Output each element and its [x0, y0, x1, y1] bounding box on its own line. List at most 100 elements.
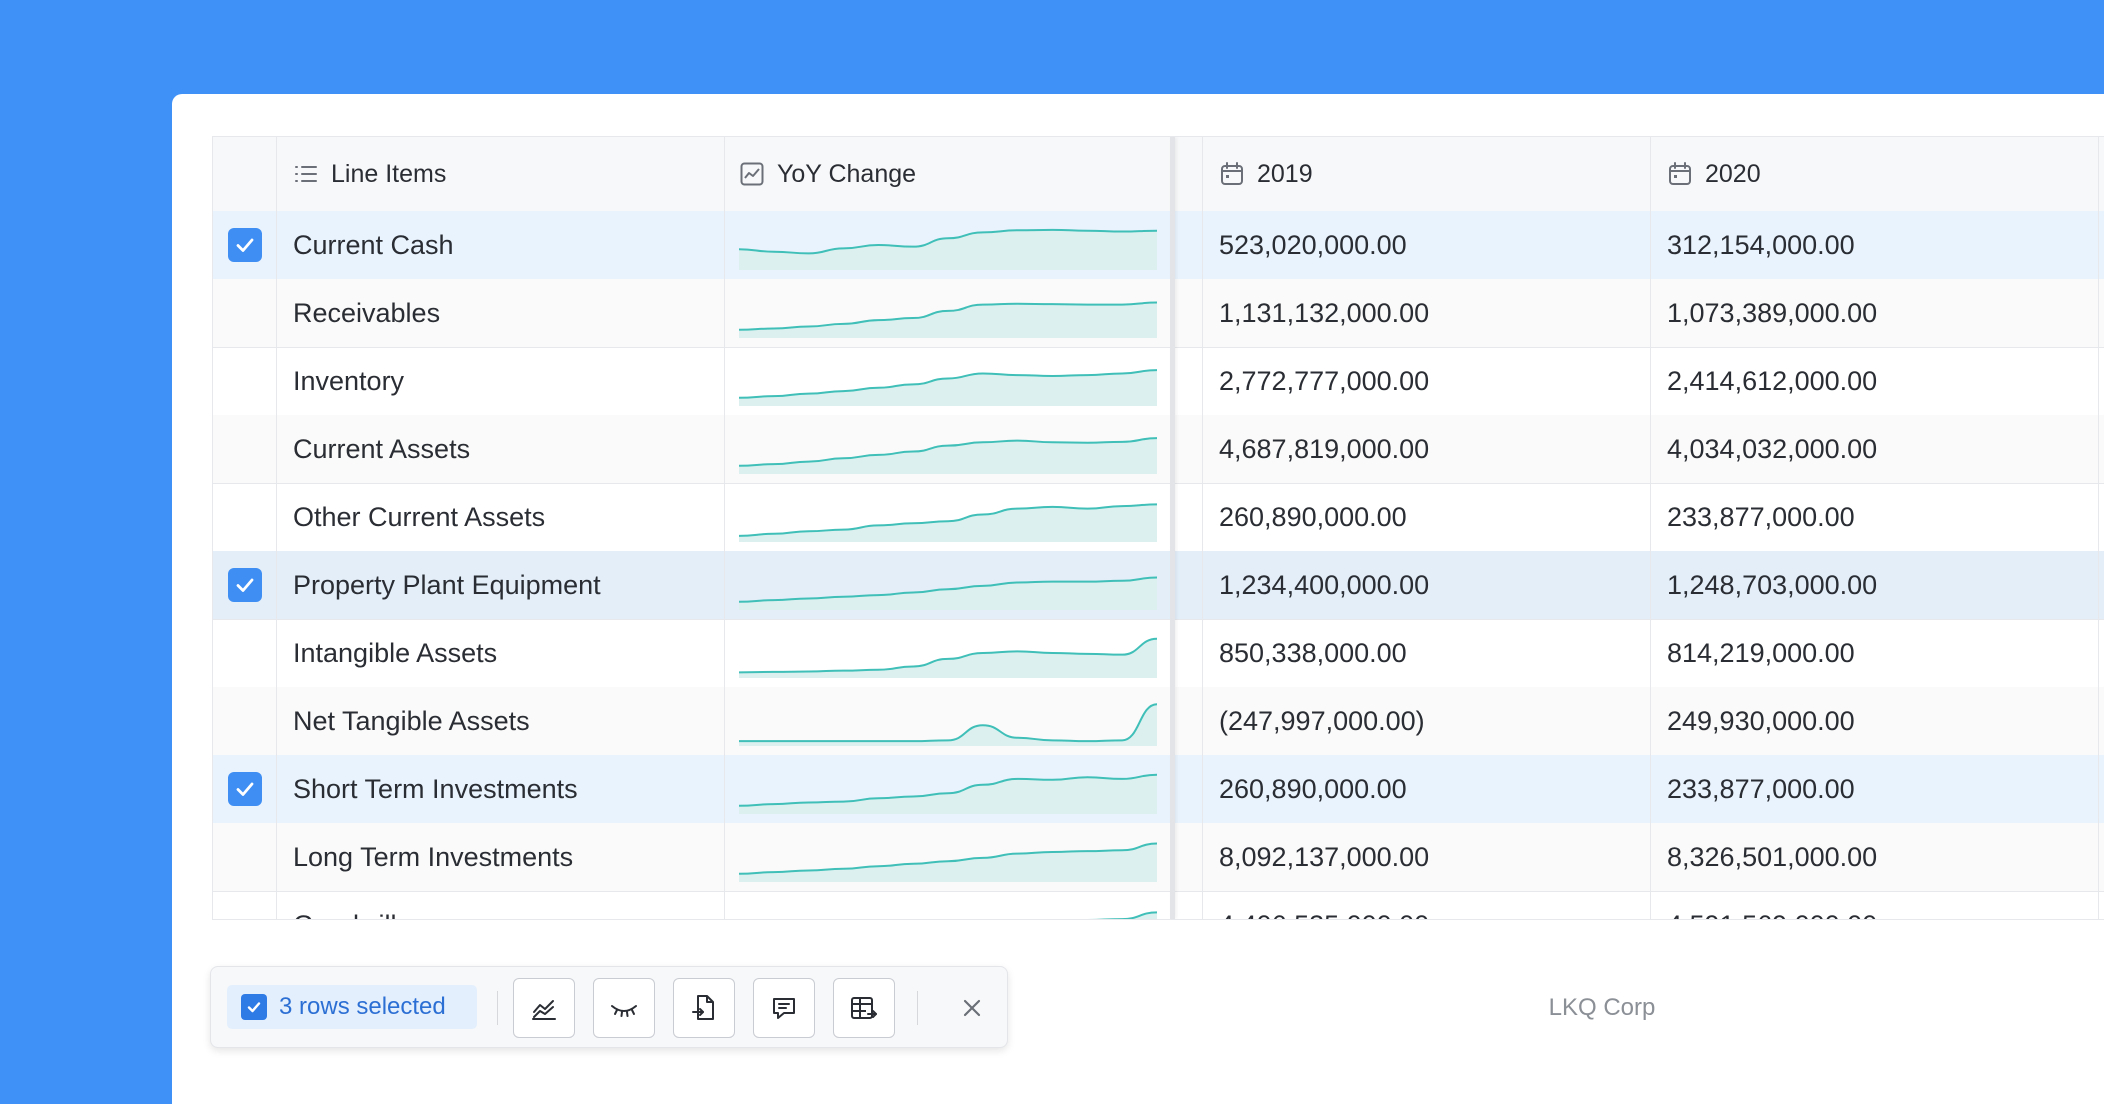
cell-2020[interactable]: 312,154,000.00 — [1651, 211, 2099, 279]
sparkline-line — [739, 301, 1157, 331]
column-header-2019[interactable]: 2019 — [1203, 137, 1651, 211]
table-row[interactable]: Other Current Assets 260,890,000.00 233,87… — [213, 483, 2104, 552]
value-2019: 260,890,000.00 — [1219, 773, 1407, 804]
frozen-column-divider[interactable] — [1170, 137, 1175, 919]
table-row[interactable]: Current Assets 4,687,819,000.00 4,034,032,… — [213, 415, 2104, 484]
export-button[interactable] — [673, 978, 735, 1038]
cell-2019[interactable]: (247,997,000.00) — [1203, 687, 1651, 755]
table-row[interactable]: Long Term Investments 8,092,137,000.00 8,3… — [213, 823, 2104, 892]
cell-2019[interactable]: 2,772,777,000.00 — [1203, 347, 1651, 415]
clear-selection-button[interactable] — [953, 989, 991, 1027]
frozen-gap — [1171, 415, 1203, 483]
column-header-label: YoY Change — [777, 159, 917, 188]
sparkline — [739, 703, 1157, 746]
cell-line-item[interactable]: Intangible Assets — [277, 619, 725, 687]
cell-2019[interactable]: 850,338,000.00 — [1203, 619, 1651, 687]
value-2020: 4,591,569,000.00 — [1667, 910, 1877, 920]
cell-2019[interactable]: 523,020,000.00 — [1203, 211, 1651, 279]
row-select-cell[interactable] — [213, 687, 277, 755]
column-header-yoy-change[interactable]: YoY Change — [725, 137, 1171, 211]
cell-2020[interactable]: 233,877,000.00 — [1651, 755, 2099, 823]
value-2020: 4,034,032,000.00 — [1667, 433, 1878, 464]
rows-selected-indicator[interactable]: 3 rows selected — [227, 985, 477, 1029]
cell-2020[interactable]: 8,326,501,000.00 — [1651, 823, 2099, 891]
row-checkbox[interactable] — [227, 772, 262, 806]
cell-2019[interactable]: 1,234,400,000.00 — [1203, 551, 1651, 619]
cell-2020[interactable]: 814,219,000.00 — [1651, 619, 2099, 687]
cell-2019[interactable]: 4,687,819,000.00 — [1203, 415, 1651, 483]
chart-button[interactable] — [513, 978, 575, 1038]
row-select-cell[interactable] — [213, 823, 277, 891]
line-item-label: Other Current Assets — [293, 501, 546, 532]
row-checkbox[interactable] — [227, 568, 262, 602]
cell-line-item[interactable]: Goodwill — [277, 891, 725, 920]
cell-yoy-change[interactable] — [725, 551, 1171, 619]
row-select-cell[interactable] — [213, 755, 277, 823]
table-row[interactable]: Inventory 2,772,777,000.00 2,414,612,000.0… — [213, 347, 2104, 416]
cell-line-item[interactable]: Net Tangible Assets — [277, 687, 725, 755]
cell-line-item[interactable]: Short Term Investments — [277, 755, 725, 823]
table-row[interactable]: Goodwill 4,406,535,000.00 4,591,569,000.00 — [213, 891, 2104, 920]
row-checkbox[interactable] — [227, 228, 262, 262]
table-row[interactable]: Intangible Assets 850,338,000.00 814,219,0… — [213, 619, 2104, 688]
cell-2020[interactable]: 249,930,000.00 — [1651, 687, 2099, 755]
cell-yoy-change[interactable] — [725, 891, 1171, 919]
data-grid: Line Items YoY Change 2019 — [212, 136, 2104, 920]
cell-line-item[interactable]: Property Plant Equipment — [277, 551, 725, 619]
table-row[interactable]: Net Tangible Assets (247,997,000.00) 249,9… — [213, 687, 2104, 756]
comment-button[interactable] — [753, 978, 815, 1038]
cell-2020[interactable]: 1,073,389,000.00 — [1651, 279, 2099, 347]
column-header-2020[interactable]: 2020 — [1651, 137, 2099, 211]
cell-yoy-change[interactable] — [725, 347, 1171, 415]
cell-yoy-change[interactable] — [725, 755, 1171, 823]
cell-yoy-change[interactable] — [725, 823, 1171, 891]
header-select-cell[interactable] — [213, 137, 277, 211]
cell-2019[interactable]: 4,406,535,000.00 — [1203, 891, 1651, 919]
cell-2019[interactable]: 260,890,000.00 — [1203, 483, 1651, 551]
cell-yoy-change[interactable] — [725, 483, 1171, 551]
row-select-cell[interactable] — [213, 415, 277, 483]
cell-line-item[interactable]: Current Cash — [277, 211, 725, 279]
rows-selected-label: 3 rows selected — [279, 993, 446, 1020]
row-select-cell[interactable] — [213, 279, 277, 347]
row-select-cell[interactable] — [213, 347, 277, 415]
cell-line-item[interactable]: Other Current Assets — [277, 483, 725, 551]
cell-line-item[interactable]: Long Term Investments — [277, 823, 725, 891]
table-row[interactable]: Current Cash 523,020,000.00 312,154,000.00 — [213, 211, 2104, 280]
cell-2019[interactable]: 260,890,000.00 — [1203, 755, 1651, 823]
line-item-label: Goodwill — [293, 910, 397, 920]
cell-yoy-change[interactable] — [725, 415, 1171, 483]
cell-2020[interactable]: 4,034,032,000.00 — [1651, 415, 2099, 483]
table-row[interactable]: Property Plant Equipment 1,234,400,000.00… — [213, 551, 2104, 620]
row-select-cell[interactable] — [213, 483, 277, 551]
cell-2019[interactable]: 1,131,132,000.00 — [1203, 279, 1651, 347]
value-2020: 312,154,000.00 — [1667, 229, 1855, 260]
row-select-cell[interactable] — [213, 211, 277, 279]
hide-icon — [611, 1005, 637, 1017]
column-header-line-items[interactable]: Line Items — [277, 137, 725, 211]
cell-line-item[interactable]: Inventory — [277, 347, 725, 415]
sparkline — [739, 369, 1157, 406]
cell-yoy-change[interactable] — [725, 687, 1171, 755]
row-select-cell[interactable] — [213, 551, 277, 619]
cell-yoy-change[interactable] — [725, 279, 1171, 347]
cell-yoy-change[interactable] — [725, 211, 1171, 279]
table-row[interactable]: Receivables 1,131,132,000.00 1,073,389,000… — [213, 279, 2104, 348]
sparkline-line — [739, 637, 1157, 674]
value-2019: 523,020,000.00 — [1219, 229, 1407, 260]
frozen-gap — [1171, 137, 1203, 211]
cell-2019[interactable]: 8,092,137,000.00 — [1203, 823, 1651, 891]
cell-2020[interactable]: 4,591,569,000.00 — [1651, 891, 2099, 920]
sparkline-area — [739, 638, 1157, 678]
cell-2020[interactable]: 1,248,703,000.00 — [1651, 551, 2099, 619]
cell-line-item[interactable]: Current Assets — [277, 415, 725, 483]
cell-2020[interactable]: 233,877,000.00 — [1651, 483, 2099, 551]
hide-rows-button[interactable] — [593, 978, 655, 1038]
cell-line-item[interactable]: Receivables — [277, 279, 725, 347]
table-row[interactable]: Short Term Investments 260,890,000.00 233,… — [213, 755, 2104, 824]
row-select-cell[interactable] — [213, 619, 277, 687]
row-select-cell[interactable] — [213, 891, 277, 919]
cell-yoy-change[interactable] — [725, 619, 1171, 687]
table-button[interactable] — [833, 978, 895, 1038]
cell-2020[interactable]: 2,414,612,000.00 — [1651, 347, 2099, 415]
